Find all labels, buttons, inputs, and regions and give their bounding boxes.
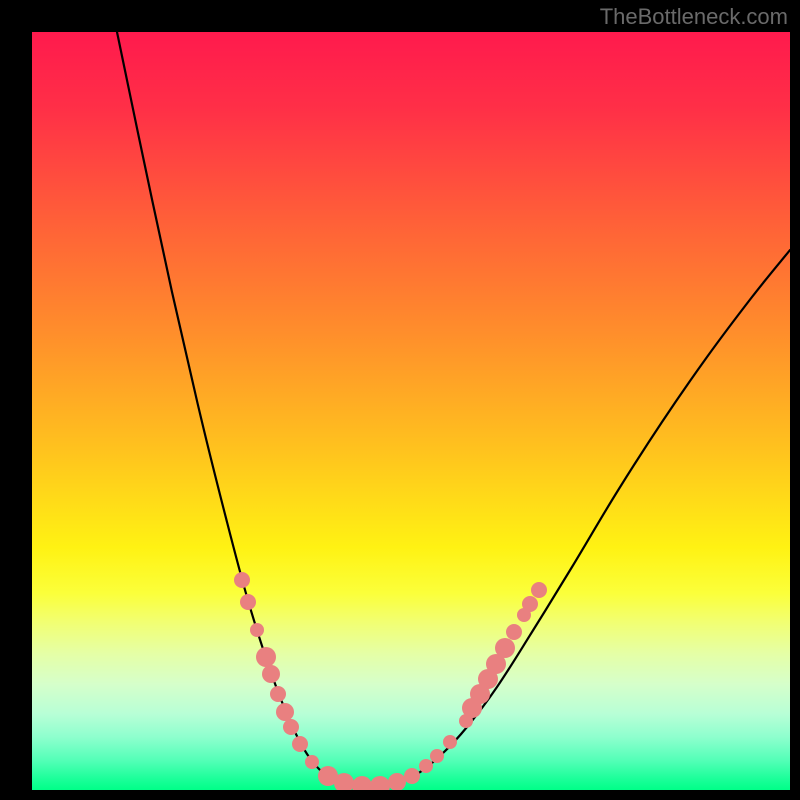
data-marker bbox=[506, 624, 522, 640]
data-marker bbox=[250, 623, 264, 637]
data-marker bbox=[531, 582, 547, 598]
data-marker bbox=[270, 686, 286, 702]
data-marker bbox=[495, 638, 515, 658]
gradient-background bbox=[32, 32, 790, 790]
data-marker bbox=[292, 736, 308, 752]
data-marker bbox=[276, 703, 294, 721]
chart-container: TheBottleneck.com bbox=[0, 0, 800, 800]
data-marker bbox=[262, 665, 280, 683]
data-marker bbox=[419, 759, 433, 773]
plot-svg bbox=[32, 32, 790, 790]
data-marker bbox=[283, 719, 299, 735]
frame-border-bottom bbox=[0, 790, 800, 800]
data-marker bbox=[404, 768, 420, 784]
data-marker bbox=[256, 647, 276, 667]
watermark-text: TheBottleneck.com bbox=[600, 4, 788, 30]
frame-border-right bbox=[790, 0, 800, 800]
data-marker bbox=[305, 755, 319, 769]
data-marker bbox=[522, 596, 538, 612]
data-marker bbox=[443, 735, 457, 749]
frame-border-left bbox=[0, 0, 32, 800]
plot-area bbox=[32, 32, 790, 790]
data-marker bbox=[240, 594, 256, 610]
data-marker bbox=[234, 572, 250, 588]
data-marker bbox=[430, 749, 444, 763]
